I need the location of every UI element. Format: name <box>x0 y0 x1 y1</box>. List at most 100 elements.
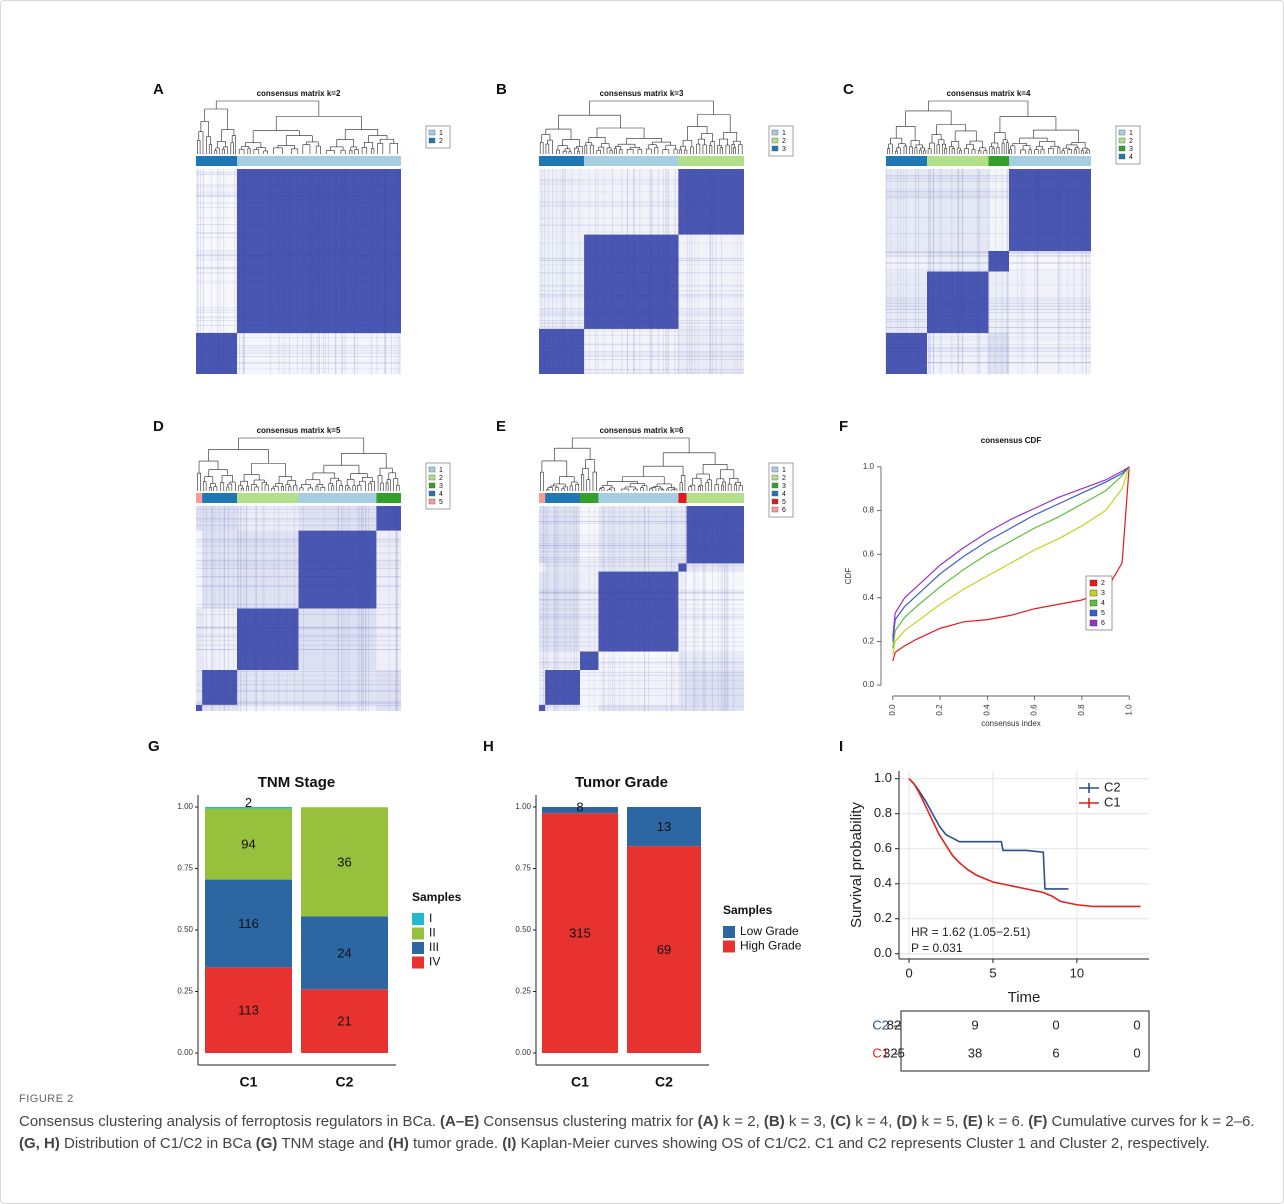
cdf-line <box>892 466 1130 662</box>
matrix-block <box>298 704 377 711</box>
matrix-block <box>202 506 237 531</box>
legend-label: Low Grade <box>740 924 799 938</box>
annotation: P = 0.031 <box>911 941 963 955</box>
legend-swatch <box>771 137 779 144</box>
legend-label: 5 <box>782 499 786 506</box>
legend-label: 1 <box>782 130 786 137</box>
legend-swatch <box>412 942 424 954</box>
panel-letter: B <box>496 81 507 98</box>
panel-letter: H <box>483 738 494 755</box>
legend-label: 5 <box>1101 610 1105 617</box>
cluster-bar <box>580 493 599 503</box>
cluster-bar <box>678 493 687 503</box>
x-tick-label: 0 <box>905 965 912 980</box>
matrix-block <box>202 608 237 670</box>
risk-table-box <box>900 1010 1150 1072</box>
count-label: 69 <box>657 942 671 957</box>
legend-swatch <box>428 498 436 505</box>
cluster-bar <box>927 156 989 166</box>
matrix-block <box>988 333 1009 374</box>
legend-label: II <box>429 926 436 940</box>
matrix-block <box>298 670 377 705</box>
caption-run: (D) <box>896 1113 918 1130</box>
legend-label: 4 <box>1101 600 1105 607</box>
x-tick-label: 5 <box>989 965 996 980</box>
risk-count: 6 <box>1052 1045 1059 1060</box>
matrix-block <box>686 670 744 705</box>
matrix-block <box>237 530 299 609</box>
matrix-block <box>584 169 679 235</box>
matrix-block <box>237 506 299 531</box>
legend-label: 2 <box>1129 138 1133 145</box>
risk-count: 0 <box>1133 1045 1140 1060</box>
caption-run: k = 3, <box>784 1113 831 1130</box>
matrix-block <box>580 563 599 572</box>
panel-title: consensus matrix k=5 <box>257 426 341 435</box>
legend-swatch <box>771 129 779 136</box>
matrix-block <box>686 571 744 652</box>
legend-swatch <box>1089 609 1098 617</box>
matrix-block <box>927 271 989 333</box>
y-axis-label: CDF <box>844 568 853 585</box>
cluster-bar <box>237 493 299 503</box>
matrix-block <box>539 571 546 652</box>
caption-run: (C) <box>830 1113 852 1130</box>
panel-letter: G <box>148 738 160 755</box>
matrix-block <box>584 328 679 374</box>
matrix-block <box>598 704 679 711</box>
legend-label: 6 <box>782 507 786 514</box>
matrix-block <box>237 333 401 374</box>
figure-label: FIGURE 2 <box>19 1093 74 1105</box>
legend-label: 1 <box>782 467 786 474</box>
matrix-block <box>678 670 687 705</box>
chart-title: TNM Stage <box>258 774 336 791</box>
caption: Consensus clustering analysis of ferropt… <box>19 1111 1269 1155</box>
bar-segment <box>205 879 292 968</box>
matrix-block <box>580 670 599 705</box>
legend-swatch <box>428 466 436 473</box>
count-label: 113 <box>238 1003 259 1018</box>
matrix-block <box>539 169 585 235</box>
matrix-block <box>545 670 580 705</box>
legend-box <box>425 125 451 149</box>
cluster-bar <box>598 493 679 503</box>
caption-run: tumor grade. <box>408 1135 503 1152</box>
legend-label: 2 <box>782 138 786 145</box>
y-tick-label: 0.75 <box>177 864 193 873</box>
cdf-line <box>892 466 1130 638</box>
matrix-block <box>196 506 203 531</box>
cluster-bar <box>988 156 1009 166</box>
panel-letter: A <box>153 81 164 98</box>
matrix-block <box>196 670 203 705</box>
legend-swatch <box>723 926 735 938</box>
matrix-block <box>678 506 687 564</box>
matrix-block <box>686 704 744 711</box>
matrix-block <box>196 704 203 711</box>
risk-count: 0 <box>1133 1017 1140 1032</box>
legend-label: I <box>429 911 432 925</box>
legend-label: High Grade <box>740 939 802 953</box>
matrix-block <box>545 651 580 670</box>
legend-swatch <box>1089 619 1098 627</box>
caption-run: Kaplan-Meier curves showing OS of C1/C2.… <box>516 1135 1210 1152</box>
y-tick-label: 0.4 <box>863 593 875 602</box>
panel-title: consensus matrix k=3 <box>600 89 684 98</box>
risk-count: 38 <box>968 1045 982 1060</box>
y-tick-label: 0.50 <box>515 925 531 934</box>
caption-run: Consensus clustering matrix for <box>479 1113 698 1130</box>
matrix-block <box>678 563 687 572</box>
x-axis-label: Time <box>1008 989 1041 1006</box>
legend-label: 1 <box>439 467 443 474</box>
y-tick-label: 1.0 <box>874 770 892 785</box>
legend-swatch <box>1118 153 1126 160</box>
bar-segment <box>542 813 618 1053</box>
cdf-line <box>892 466 1130 649</box>
y-tick-label: 0.25 <box>177 987 193 996</box>
matrix-block <box>196 608 203 670</box>
count-label: 116 <box>238 916 259 931</box>
legend-swatch <box>771 506 779 513</box>
matrix-block <box>237 169 401 333</box>
caption-run: k = 5, <box>917 1113 963 1130</box>
matrix-block <box>678 328 744 374</box>
legend-box <box>1115 125 1141 165</box>
